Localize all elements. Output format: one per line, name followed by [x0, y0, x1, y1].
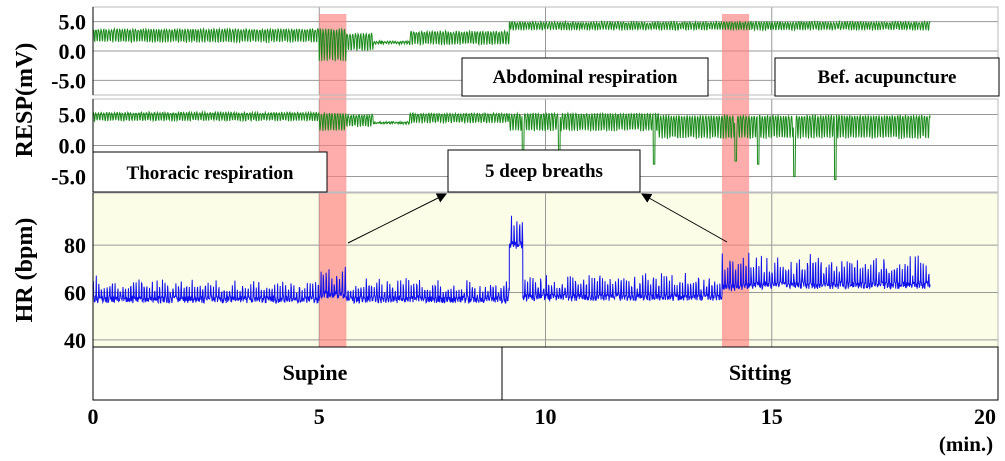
x-tick-label: 10	[535, 404, 557, 429]
y-tick-label: 40	[64, 328, 86, 353]
phase-sitting: Sitting	[729, 360, 791, 385]
thoracic-label-box: Thoracic respiration	[92, 151, 328, 193]
x-tick-label: 20	[974, 404, 996, 429]
x-tick-label: 5	[314, 404, 325, 429]
y-tick-label: 80	[64, 233, 86, 258]
deep-breaths-box: 5 deep breaths	[447, 149, 641, 193]
y-tick-label: 0.0	[59, 134, 87, 159]
x-tick-label: 0	[88, 404, 99, 429]
arrow-supine-deep-breaths	[347, 193, 447, 244]
thoracic-label: Thoracic respiration	[127, 163, 294, 184]
x-tick-label: 15	[761, 404, 783, 429]
phase-bar	[92, 346, 999, 401]
y-tick-label: 5.0	[59, 103, 87, 128]
series-line-thoracic-respiration	[92, 110, 931, 181]
arrow-sitting-deep-breaths	[641, 193, 728, 243]
y-tick-label: 60	[64, 281, 86, 306]
y-tick-label: 5.0	[59, 10, 87, 35]
before-acupuncture-label: Bef. acupuncture	[818, 67, 957, 88]
resp-ylabel: RESP(mV)	[12, 43, 38, 158]
x-axis-label: (min.)	[939, 432, 993, 456]
y-tick-label: -5.0	[51, 165, 86, 190]
y-tick-label: -5.0	[51, 68, 86, 93]
before-acupuncture-box: Bef. acupuncture	[774, 57, 1000, 97]
phase-supine: Supine	[283, 360, 348, 385]
highlight-band	[721, 14, 750, 347]
series-line-abdominal-respiration	[92, 19, 931, 62]
hr-ylabel: HR (bpm)	[12, 218, 38, 323]
deep-breaths-label: 5 deep breaths	[485, 161, 603, 182]
abdominal-label: Abdominal respiration	[493, 67, 678, 88]
series-line-hr	[92, 215, 931, 305]
y-tick-label: 0.0	[59, 39, 87, 64]
abdominal-label-box: Abdominal respiration	[461, 57, 709, 97]
